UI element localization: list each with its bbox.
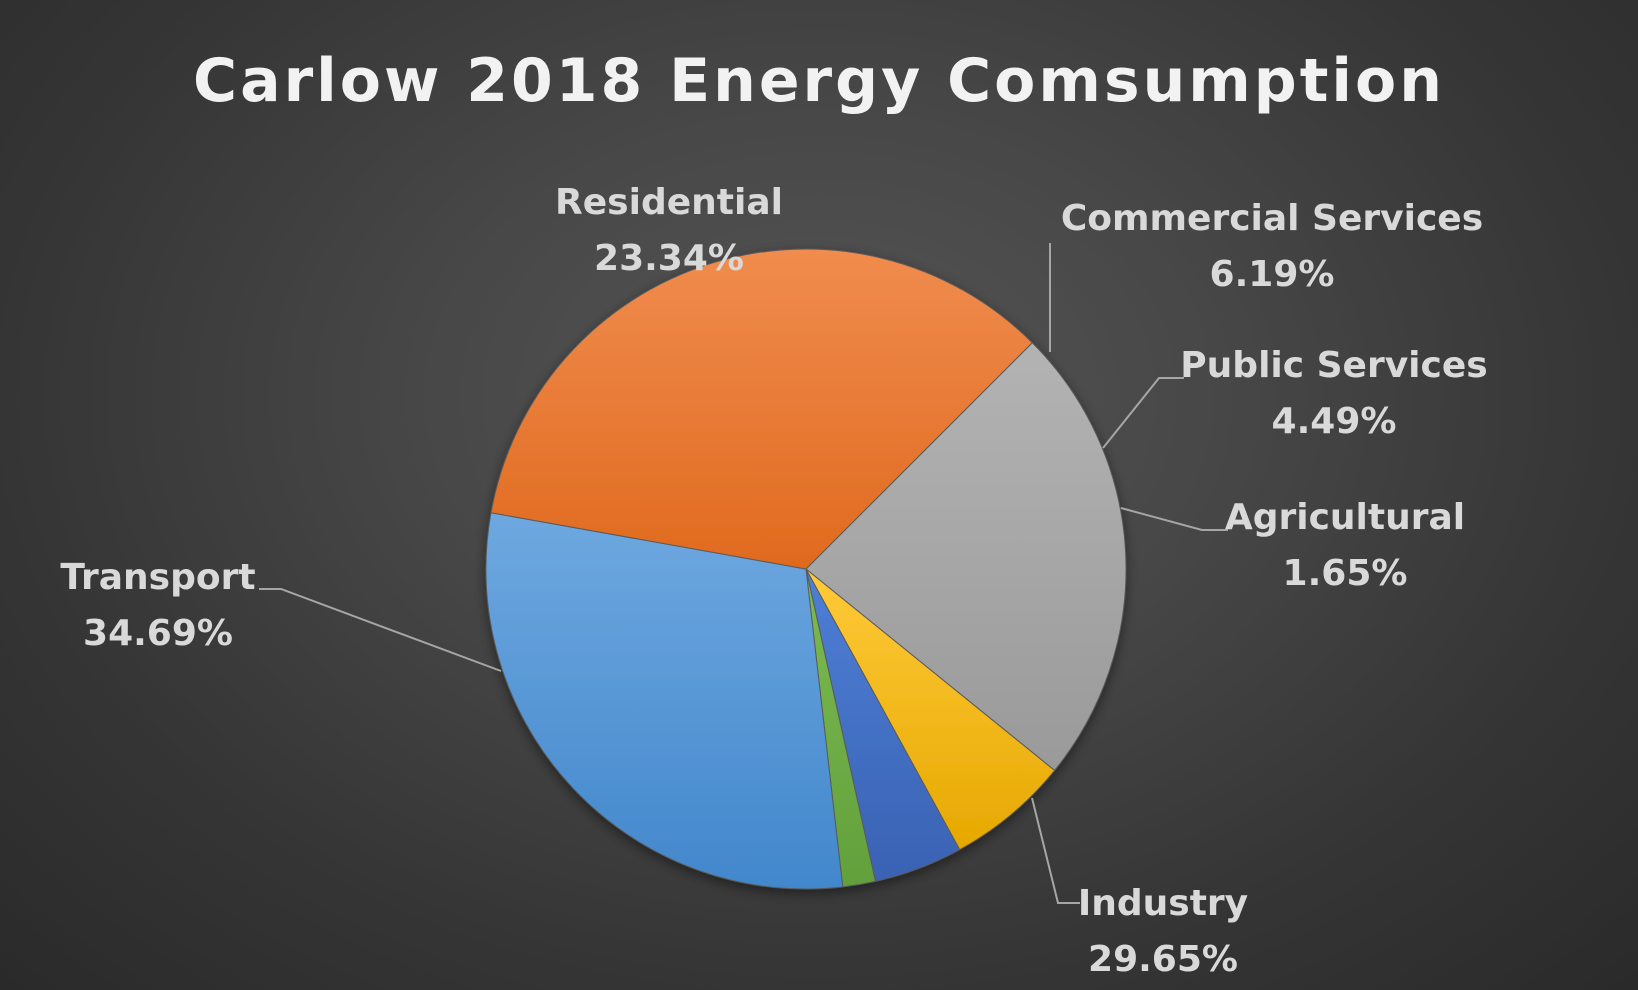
slice-percent-residential: 23.34%	[594, 238, 744, 279]
slice-label-residential: Residential	[555, 182, 783, 223]
slice-percent-public-services: 4.49%	[1272, 401, 1397, 442]
slice-label-public-services: Public Services	[1180, 345, 1487, 386]
leader-line-agricultural	[1120, 507, 1228, 531]
leader-line-industry	[1031, 797, 1080, 904]
pie-slices	[485, 248, 1127, 890]
slice-label-transport: Transport	[60, 557, 255, 598]
leader-line-public-services	[1102, 377, 1184, 449]
slice-label-industry: Industry	[1078, 883, 1248, 924]
pie-slice-residential	[805, 342, 1127, 772]
slice-percent-agricultural: 1.65%	[1283, 553, 1408, 594]
pie-slice-commercial-services	[805, 568, 1056, 851]
leader-line-transport	[259, 588, 502, 672]
slice-label-commercial-services: Commercial Services	[1061, 198, 1483, 239]
leader-lines	[259, 243, 1228, 904]
chart-title: Carlow 2018 Energy Comsumption	[193, 46, 1445, 116]
pie-slice-transport	[490, 248, 1033, 570]
slice-percent-industry: 29.65%	[1088, 939, 1238, 980]
data-labels: Residential 23.34% Commercial Services 6.19…	[60, 182, 1487, 980]
pie-slice-industry	[485, 512, 844, 890]
slice-label-agricultural: Agricultural	[1225, 497, 1465, 538]
slice-percent-transport: 34.69%	[83, 613, 233, 654]
slice-percent-commercial-services: 6.19%	[1210, 254, 1335, 295]
